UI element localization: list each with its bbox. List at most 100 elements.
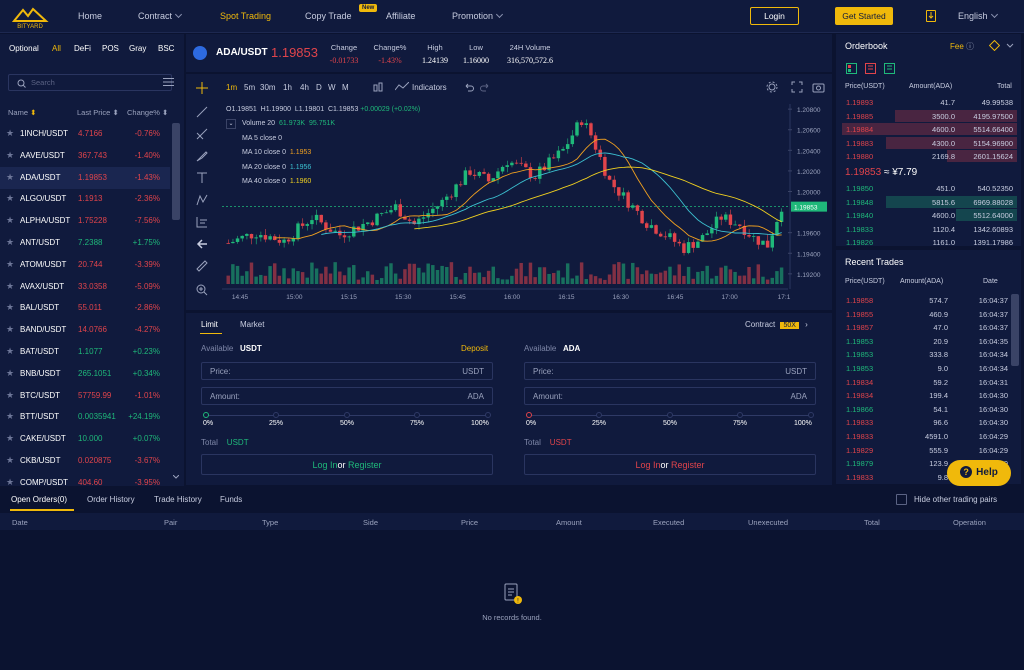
- crosshair-icon[interactable]: [196, 82, 208, 94]
- undo-icon[interactable]: [464, 82, 474, 92]
- ob-ask-row[interactable]: 1.19884 4600.0 5514.66400: [836, 123, 1017, 136]
- pair-row-bnb-usdt[interactable]: ★ BNB/USDT 265.1051 +0.34%: [0, 363, 170, 385]
- tab-order-history[interactable]: Order History: [87, 495, 135, 504]
- favorite-star-icon[interactable]: ★: [6, 433, 15, 444]
- favorite-star-icon[interactable]: ★: [6, 193, 15, 204]
- timeframe-4h[interactable]: 4h: [300, 83, 309, 92]
- favorite-star-icon[interactable]: ★: [6, 237, 15, 247]
- fee-link[interactable]: Fee ⓘ: [950, 42, 975, 51]
- screenshot-camera-icon[interactable]: [812, 81, 825, 93]
- timeframe-1m[interactable]: 1m: [226, 83, 238, 92]
- tab-pos[interactable]: POS: [102, 44, 119, 53]
- pair-row-bat-usdt[interactable]: ★ BAT/USDT 1.1077 +0.23%: [0, 341, 170, 363]
- tab-defi[interactable]: DeFi: [74, 44, 91, 53]
- text-tool-icon[interactable]: [196, 172, 208, 184]
- favorite-star-icon[interactable]: ★: [6, 149, 15, 160]
- slider-stop-25[interactable]: [596, 412, 602, 418]
- slider-stop-50[interactable]: [344, 412, 350, 418]
- buy-login-register-button[interactable]: Log Inor Register: [201, 454, 493, 475]
- timeframe-d[interactable]: D: [316, 83, 322, 92]
- timeframe-5m[interactable]: 5m: [244, 83, 256, 92]
- pair-row-atom-usdt[interactable]: ★ ATOM/USDT 20.744 -3.39%: [0, 254, 170, 276]
- pattern-tool-icon[interactable]: [196, 194, 208, 206]
- zoom-in-icon[interactable]: [196, 284, 208, 296]
- favorite-star-icon[interactable]: ★: [6, 280, 15, 291]
- recent-trades-scrollbar[interactable]: [1011, 294, 1019, 366]
- column-change[interactable]: Change% ⬍: [127, 108, 169, 117]
- fib-tool-icon[interactable]: [196, 128, 208, 140]
- slider-stop-100[interactable]: [485, 412, 491, 418]
- tab-optional[interactable]: Optional: [9, 44, 39, 53]
- ob-bid-row[interactable]: 1.19848 5815.6 6969.88028: [836, 195, 1017, 208]
- ob-ask-row[interactable]: 1.19885 3500.0 4195.97500: [836, 109, 1017, 122]
- indicators-icon[interactable]: [395, 82, 409, 92]
- pair-row-alpha-usdt[interactable]: ★ ALPHA/USDT 1.75228 -7.56%: [0, 210, 170, 232]
- login-button[interactable]: Login: [750, 7, 799, 25]
- sell-percent-slider[interactable]: [526, 412, 814, 418]
- tab-open-orders[interactable]: Open Orders(0): [11, 495, 68, 504]
- tab-bsc[interactable]: BSC: [158, 44, 175, 53]
- nav-home[interactable]: Home: [78, 11, 103, 21]
- slider-stop-75[interactable]: [414, 412, 420, 418]
- pair-row-1inch-usdt[interactable]: ★ 1INCH/USDT 4.7166 -0.76%: [0, 123, 170, 145]
- buy-percent-slider[interactable]: [203, 412, 491, 418]
- tab-gray[interactable]: Gray: [129, 44, 147, 53]
- timeframe-w[interactable]: W: [328, 83, 336, 92]
- scroll-down-icon[interactable]: [1006, 41, 1014, 51]
- pair-list-scrollbar[interactable]: [172, 123, 180, 220]
- buy-amount-input[interactable]: Amount: ADA: [201, 387, 493, 405]
- favorite-star-icon[interactable]: ★: [6, 455, 15, 465]
- deposit-link[interactable]: Deposit: [461, 344, 489, 353]
- slider-handle[interactable]: [203, 412, 209, 418]
- tab-trade-history[interactable]: Trade History: [154, 495, 202, 504]
- language-selector[interactable]: English: [958, 10, 998, 21]
- pair-row-cake-usdt[interactable]: ★ CAKE/USDT 10.000 +0.07%: [0, 428, 170, 450]
- book-asks-only-icon[interactable]: [865, 63, 876, 74]
- favorite-star-icon[interactable]: ★: [6, 324, 15, 335]
- favorite-star-icon[interactable]: ★: [6, 346, 15, 356]
- favorite-star-icon[interactable]: ★: [6, 367, 15, 378]
- favorite-star-icon[interactable]: ★: [6, 389, 15, 400]
- candlestick-chart[interactable]: 1.20800 1.20600 1.20400 1.20200 1.20000 1.196…: [186, 74, 832, 310]
- ob-ask-row[interactable]: 1.19883 4300.0 5154.96900: [836, 136, 1017, 149]
- favorite-star-icon[interactable]: ★: [6, 128, 15, 138]
- slider-stop-25[interactable]: [273, 412, 279, 418]
- indicators-button[interactable]: Indicators: [412, 83, 447, 92]
- pair-row-comp-usdt[interactable]: ★ COMP/USDT 404.60 -3.95%: [0, 472, 170, 494]
- favorite-star-icon[interactable]: ★: [6, 258, 15, 269]
- sell-price-input[interactable]: Price: USDT: [524, 362, 816, 380]
- column-name[interactable]: Name ⬍: [8, 108, 37, 117]
- search-input[interactable]: Search: [8, 74, 172, 91]
- pair-row-bal-usdt[interactable]: ★ BAL/USDT 55.011 -2.86%: [0, 297, 170, 319]
- slider-handle[interactable]: [526, 412, 532, 418]
- ob-ask-row[interactable]: 1.19880 2169.8 2601.15624: [836, 150, 1017, 163]
- contract-link[interactable]: Contract 50X ›: [745, 320, 808, 329]
- chart-type-icon[interactable]: [373, 82, 383, 94]
- redo-icon[interactable]: [480, 82, 490, 92]
- sell-amount-input[interactable]: Amount: ADA: [524, 387, 816, 405]
- pair-row-avax-usdt[interactable]: ★ AVAX/USDT 33.0358 -5.09%: [0, 276, 170, 298]
- hide-pairs-checkbox[interactable]: [896, 494, 907, 505]
- ob-bid-row[interactable]: 1.19850 451.0 540.52350: [836, 182, 1017, 194]
- tab-funds[interactable]: Funds: [220, 495, 243, 504]
- favorite-star-icon[interactable]: ★: [6, 302, 15, 313]
- tab-market[interactable]: Market: [240, 320, 265, 329]
- ob-bid-row[interactable]: 1.19833 1120.4 1342.60893: [836, 223, 1017, 235]
- nav-promotion[interactable]: Promotion: [452, 10, 504, 21]
- timeframe-m[interactable]: M: [342, 83, 349, 92]
- pair-row-btt-usdt[interactable]: ★ BTT/USDT 0.0035941 +24.19%: [0, 406, 170, 428]
- pair-row-band-usdt[interactable]: ★ BAND/USDT 14.0766 -4.27%: [0, 319, 170, 341]
- pair-row-aave-usdt[interactable]: ★ AAVE/USDT 367.743 -1.40%: [0, 145, 170, 167]
- slider-stop-50[interactable]: [667, 412, 673, 418]
- get-started-button[interactable]: Get Started: [835, 7, 893, 25]
- favorite-star-icon[interactable]: ★: [6, 411, 15, 422]
- pair-row-ada-usdt[interactable]: ★ ADA/USDT 1.19853 -1.43%: [0, 166, 170, 189]
- list-settings-icon[interactable]: [163, 77, 174, 87]
- ruler-tool-icon[interactable]: [196, 260, 208, 272]
- download-app-icon[interactable]: [926, 10, 936, 22]
- ticker-pair[interactable]: ADA/USDT: [216, 47, 268, 58]
- tab-limit[interactable]: Limit: [201, 320, 218, 329]
- timeframe-1h[interactable]: 1h: [283, 83, 292, 92]
- slider-stop-100[interactable]: [808, 412, 814, 418]
- bityard-logo[interactable]: BITYARD: [10, 4, 50, 30]
